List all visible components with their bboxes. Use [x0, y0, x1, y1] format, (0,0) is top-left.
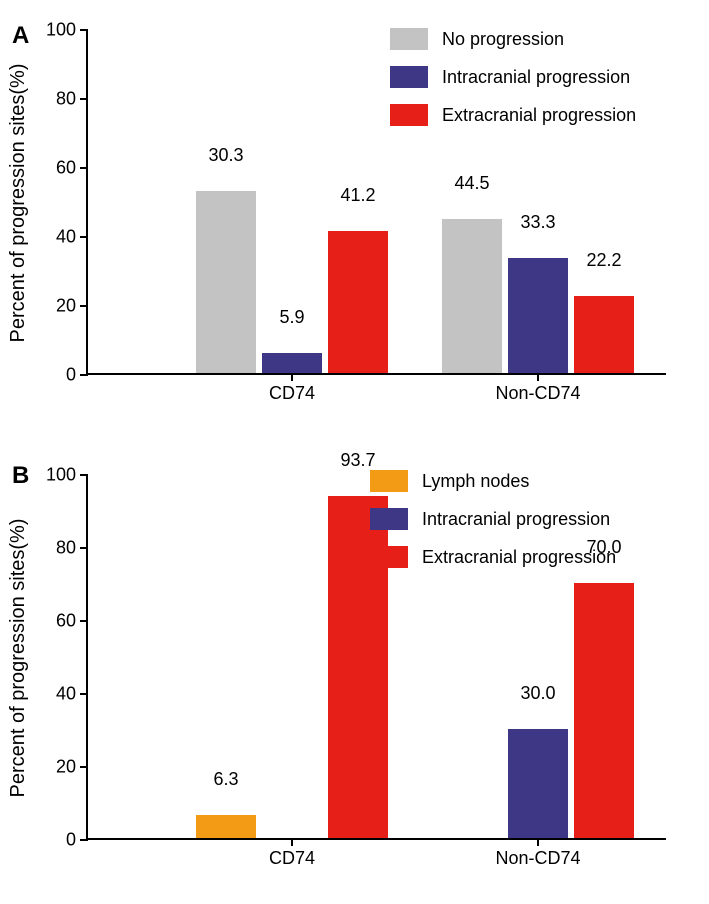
panel-b-label: B	[12, 462, 29, 490]
bar-value-label: 41.2	[340, 185, 375, 206]
bar-value-label: 30.3	[208, 145, 243, 166]
bar	[574, 296, 634, 373]
ytick-label: 80	[56, 538, 88, 559]
legend-swatch	[390, 28, 428, 50]
ytick-label: 60	[56, 158, 88, 179]
legend-item: Lymph nodes	[370, 470, 529, 492]
legend-item: Extracranial progression	[370, 546, 616, 568]
bar-value-label: 5.9	[279, 307, 304, 328]
ytick-label: 60	[56, 611, 88, 632]
panel-b-ylabel: Percent of progression sites(%)	[7, 518, 30, 797]
bar	[442, 219, 502, 373]
xtick-label: CD74	[269, 373, 315, 404]
legend-swatch	[370, 546, 408, 568]
ytick-label: 80	[56, 89, 88, 110]
ytick-label: 0	[66, 365, 88, 386]
legend-item: No progression	[390, 28, 564, 50]
legend-label: Lymph nodes	[422, 471, 529, 492]
ytick-label: 40	[56, 684, 88, 705]
bar-value-label: 22.2	[586, 250, 621, 271]
legend-label: Intracranial progression	[422, 509, 610, 530]
legend-swatch	[370, 508, 408, 530]
legend-swatch	[370, 470, 408, 492]
bar	[196, 815, 256, 838]
legend-label: No progression	[442, 29, 564, 50]
bar	[574, 583, 634, 839]
legend-swatch	[390, 66, 428, 88]
figure: A 0 20 40 60 80 100 CD74 30.3 5.9 41.2 Non-CD74 44.…	[0, 0, 709, 904]
xtick-label: Non-CD74	[495, 838, 580, 869]
panel-a-ylabel: Percent of progression sites(%)	[7, 63, 30, 342]
xtick-label: CD74	[269, 838, 315, 869]
ytick-label: 100	[46, 20, 88, 41]
legend-swatch	[390, 104, 428, 126]
ytick-label: 100	[46, 465, 88, 486]
bar	[262, 353, 322, 373]
legend-label: Extracranial progression	[422, 547, 616, 568]
ytick-label: 0	[66, 830, 88, 851]
bar-value-label: 44.5	[454, 173, 489, 194]
panel-a-label: A	[12, 22, 29, 50]
bar-value-label: 33.3	[520, 212, 555, 233]
ytick-label: 20	[56, 757, 88, 778]
legend-item: Intracranial progression	[390, 66, 630, 88]
bar	[508, 258, 568, 373]
legend-label: Extracranial progression	[442, 105, 636, 126]
legend-label: Intracranial progression	[442, 67, 630, 88]
xtick-label: Non-CD74	[495, 373, 580, 404]
legend-item: Extracranial progression	[390, 104, 636, 126]
bar	[328, 231, 388, 373]
bar	[196, 191, 256, 374]
bar	[508, 729, 568, 839]
ytick-label: 40	[56, 227, 88, 248]
bar-value-label: 6.3	[213, 769, 238, 790]
bar-value-label: 93.7	[340, 450, 375, 471]
legend-item: Intracranial progression	[370, 508, 610, 530]
bar-value-label: 30.0	[520, 683, 555, 704]
ytick-label: 20	[56, 296, 88, 317]
